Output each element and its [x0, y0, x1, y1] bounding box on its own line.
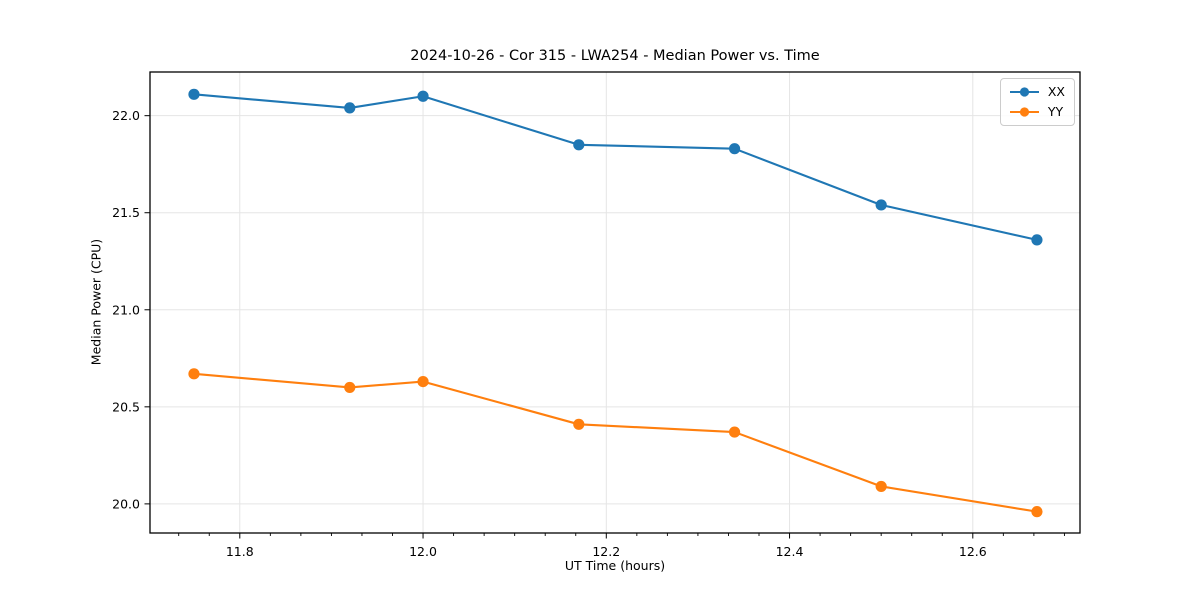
- data-point-xx: [1031, 234, 1043, 246]
- legend-entry-yy: YY: [1009, 104, 1065, 120]
- data-point-yy: [875, 480, 887, 493]
- data-point-yy: [728, 426, 741, 438]
- x-tick-label: 12.6: [959, 544, 987, 559]
- chart-title: 2024-10-26 - Cor 315 - LWA254 - Median P…: [410, 48, 820, 64]
- data-point-yy: [1031, 506, 1043, 518]
- x-tick-label: 12.4: [776, 544, 804, 559]
- axes-frame: [149, 71, 1081, 534]
- y-tick-label: 22.0: [112, 108, 140, 123]
- legend-line-marker-yy: [1009, 107, 1039, 117]
- legend-label-xx: XX: [1047, 84, 1065, 99]
- data-point-xx: [417, 90, 429, 102]
- data-point-xx: [573, 139, 585, 151]
- x-axis-label: UT Time (hours): [564, 558, 666, 573]
- x-tick-label: 12.0: [409, 544, 437, 559]
- data-point-yy: [344, 381, 356, 394]
- legend-label-yy: YY: [1047, 104, 1064, 119]
- data-point-yy: [188, 368, 200, 380]
- data-point-yy: [573, 418, 585, 430]
- data-point-xx: [344, 102, 356, 114]
- y-tick-label: 20.0: [112, 496, 140, 511]
- y-tick-label: 20.5: [112, 399, 140, 414]
- x-tick-label: 11.8: [226, 544, 254, 559]
- data-point-xx: [188, 88, 200, 100]
- y-tick-label: 21.0: [112, 302, 140, 317]
- x-tick-label: 12.2: [592, 544, 620, 559]
- data-point-yy: [417, 375, 429, 388]
- y-axis-label: Median Power (CPU): [88, 238, 104, 366]
- data-point-xx: [728, 143, 741, 155]
- legend: XX YY: [999, 78, 1075, 126]
- series-line-yy: [192, 372, 1038, 513]
- data-point-xx: [875, 199, 887, 211]
- legend-entry-xx: XX: [1009, 84, 1065, 100]
- y-tick-label: 21.5: [112, 205, 140, 220]
- legend-line-marker-xx: [1009, 87, 1039, 97]
